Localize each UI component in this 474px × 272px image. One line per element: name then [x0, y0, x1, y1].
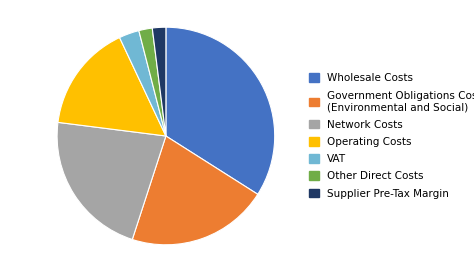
- Legend: Wholesale Costs, Government Obligations Costs
(Environmental and Social), Networ: Wholesale Costs, Government Obligations …: [307, 71, 474, 201]
- Wedge shape: [57, 122, 166, 239]
- Wedge shape: [119, 31, 166, 136]
- Wedge shape: [132, 136, 258, 245]
- Wedge shape: [152, 27, 166, 136]
- Wedge shape: [166, 27, 275, 194]
- Wedge shape: [139, 28, 166, 136]
- Wedge shape: [58, 38, 166, 136]
